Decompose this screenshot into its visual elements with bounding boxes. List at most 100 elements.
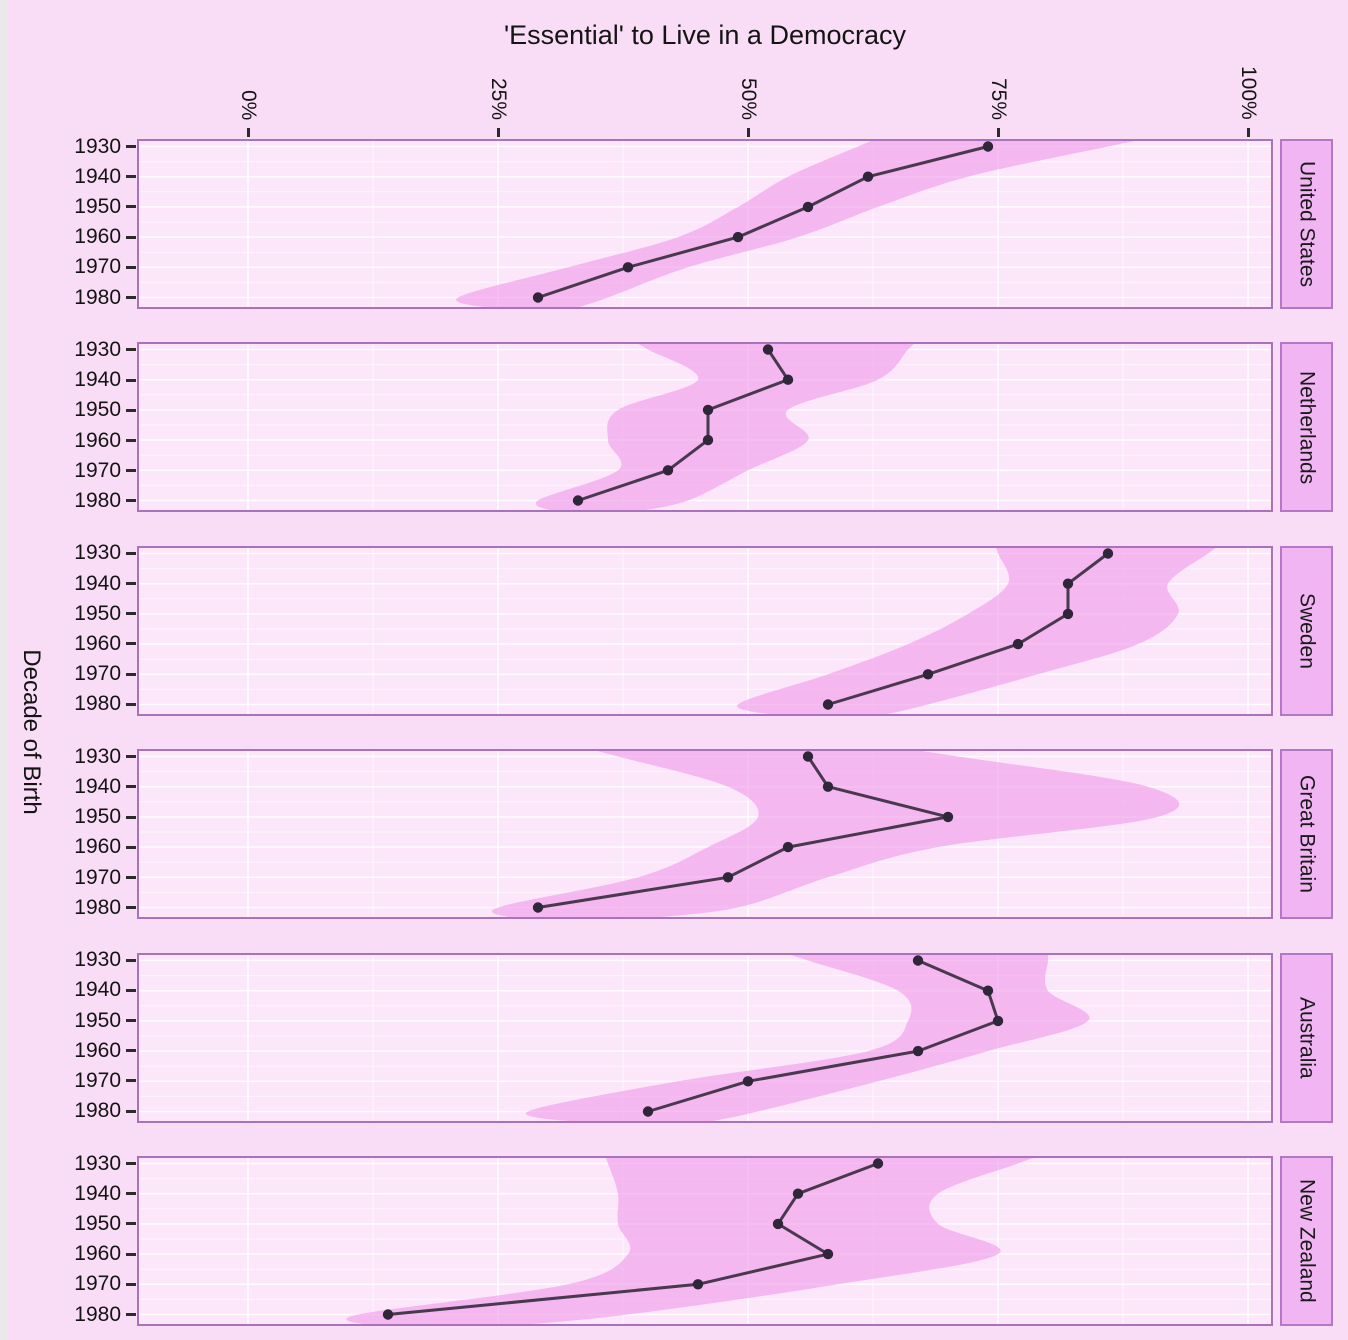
panel-border — [137, 1156, 1273, 1326]
panel-border — [137, 952, 1273, 1123]
decade-label: 1960 — [74, 1038, 121, 1062]
decade-tick-mark — [126, 469, 136, 473]
decade-tick-mark — [126, 1192, 136, 1196]
confidence-band — [525, 952, 1090, 1123]
decade-label: 1970 — [74, 1272, 121, 1296]
decade-tick-mark — [126, 1019, 136, 1022]
decade-tick-mark — [126, 1162, 136, 1165]
data-point — [692, 1279, 704, 1290]
trend-line — [537, 755, 950, 910]
data-point — [922, 668, 934, 680]
data-point — [912, 1045, 924, 1056]
decade-label: 1950 — [74, 1008, 121, 1032]
decade-label: 1980 — [74, 488, 121, 512]
decade-tick-mark — [126, 815, 136, 819]
decade-label: 1980 — [74, 895, 121, 919]
data-point — [1102, 548, 1114, 559]
decade-tick-mark — [126, 876, 136, 879]
x-tick-label: 100% — [1237, 66, 1260, 120]
decade-tick-mark — [126, 551, 136, 555]
decade-label: 1930 — [74, 948, 121, 972]
trend-line — [647, 958, 1000, 1113]
panel-plot — [137, 545, 1273, 716]
decade-tick-mark — [126, 408, 136, 412]
decade-tick-mark — [126, 296, 136, 299]
trend-line — [537, 145, 989, 299]
data-point — [572, 495, 584, 507]
x-tick-mark — [246, 128, 250, 137]
decade-tick-mark — [126, 1252, 136, 1256]
panel-border — [137, 139, 1273, 309]
panel-plot — [137, 749, 1273, 920]
window-edge — [0, 0, 7, 1340]
decade-label: 1940 — [74, 1181, 121, 1205]
x-tick-mark — [996, 128, 1000, 137]
data-point — [822, 699, 834, 710]
country-strip: Australia — [1280, 952, 1333, 1123]
decade-label: 1970 — [74, 255, 121, 279]
decade-label: 1940 — [74, 164, 121, 188]
data-point — [992, 1015, 1004, 1026]
decade-tick-mark — [126, 958, 136, 962]
data-point — [742, 1075, 754, 1087]
country-strip: Netherlands — [1280, 342, 1333, 513]
data-point — [702, 435, 714, 446]
country-strip-label: Sweden — [1295, 592, 1319, 669]
decade-tick-mark — [126, 582, 136, 585]
country-strip-label: Netherlands — [1295, 370, 1319, 484]
decade-tick-mark — [126, 235, 136, 239]
trend-line — [577, 349, 790, 503]
data-point — [782, 842, 794, 853]
data-point — [722, 872, 734, 883]
data-point — [532, 292, 544, 303]
decade-tick-mark — [126, 1049, 136, 1053]
country-strip: Sweden — [1280, 545, 1333, 716]
decade-label: 1940 — [74, 571, 121, 595]
decade-label: 1930 — [74, 1151, 121, 1175]
country-strip-label: Great Britain — [1295, 775, 1319, 894]
data-point — [802, 751, 814, 762]
confidence-band — [346, 1156, 1039, 1326]
country-strip: New Zealand — [1280, 1156, 1333, 1326]
confidence-band — [535, 342, 916, 513]
country-strip-label: United States — [1295, 160, 1319, 288]
data-point — [792, 1188, 804, 1199]
decade-tick-mark — [126, 1282, 136, 1286]
decade-tick-mark — [126, 612, 136, 616]
data-point — [622, 262, 634, 273]
decade-label: 1980 — [74, 285, 121, 309]
panel-plot — [137, 139, 1273, 309]
decade-label: 1940 — [74, 978, 121, 1002]
country-strip-label: New Zealand — [1295, 1179, 1319, 1303]
decade-label: 1960 — [74, 428, 121, 452]
decade-label: 1940 — [74, 774, 121, 798]
decade-tick-mark — [126, 785, 136, 789]
data-point — [782, 374, 794, 386]
data-point — [942, 811, 954, 823]
data-point — [532, 902, 544, 913]
trend-line — [387, 1162, 879, 1316]
trend-line — [827, 552, 1109, 706]
decade-label: 1950 — [74, 1211, 121, 1235]
panel-border — [137, 749, 1273, 920]
decade-label: 1970 — [74, 865, 121, 889]
x-tick-label: 25% — [487, 77, 510, 120]
decade-tick-mark — [126, 378, 136, 382]
decade-label: 1960 — [74, 1242, 121, 1266]
x-tick-label: 50% — [737, 77, 760, 120]
decade-tick-mark — [126, 1109, 136, 1113]
data-point — [1062, 608, 1074, 619]
decade-tick-mark — [126, 1222, 136, 1226]
decade-tick-mark — [126, 145, 136, 148]
decade-label: 1960 — [74, 835, 121, 859]
data-point — [662, 465, 674, 476]
panel-border — [137, 342, 1273, 513]
decade-tick-mark — [126, 265, 136, 269]
data-point — [822, 781, 834, 793]
x-tick-mark — [746, 128, 750, 137]
country-strip-label: Australia — [1295, 996, 1319, 1079]
confidence-band — [492, 749, 1180, 920]
decade-label: 1970 — [74, 458, 121, 482]
decade-label: 1980 — [74, 1302, 121, 1326]
